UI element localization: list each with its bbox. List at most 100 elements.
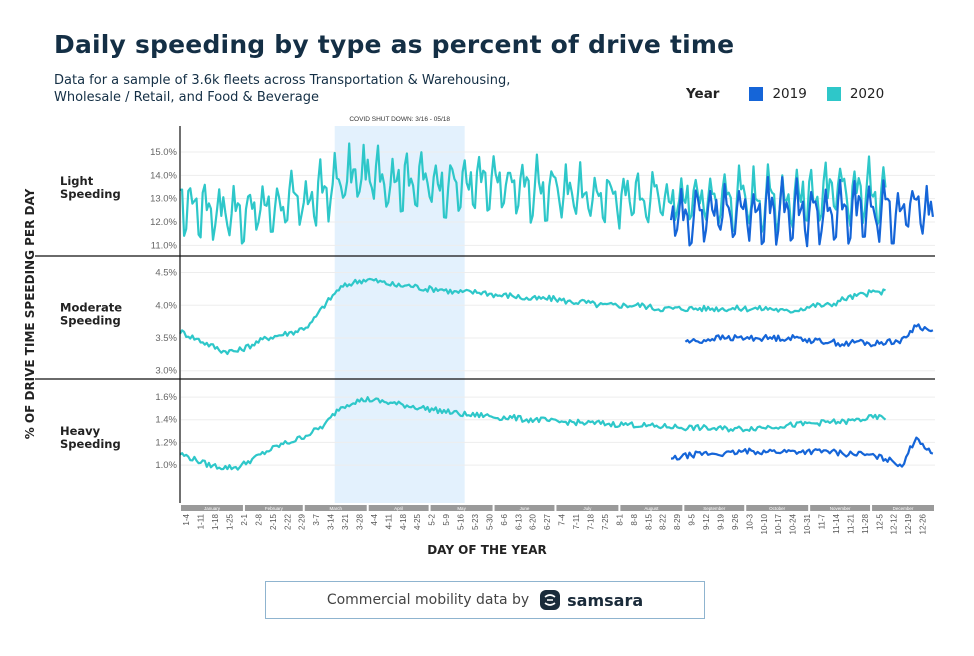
x-tick-label: 9-19	[717, 513, 726, 530]
covid-shutdown-label: COVID SHUT DOWN: 3/16 - 05/18	[349, 116, 450, 123]
x-tick-label: 7-18	[587, 513, 596, 530]
panel-label: Speeding	[60, 314, 121, 328]
series-line-2020	[179, 396, 887, 471]
samsara-brand: samsara	[567, 590, 644, 610]
y-tick-label: 15.0%	[150, 147, 177, 158]
x-tick-label: 8-8	[630, 513, 639, 525]
x-tick-label: 2-8	[254, 513, 263, 525]
x-tick-label: 8-1	[615, 513, 624, 525]
y-axis-title: % OF DRIVE TIME SPEEDING PER DAY	[23, 188, 37, 439]
series-line-2019	[684, 323, 934, 348]
series-line-2020	[179, 142, 887, 245]
x-tick-label: 7-4	[558, 513, 567, 525]
month-label: June	[520, 506, 530, 511]
x-tick-label: 1-11	[197, 513, 206, 529]
x-tick-label: 7-11	[572, 513, 581, 529]
month-label: August	[644, 506, 659, 511]
month-band	[872, 505, 934, 511]
month-label: September	[703, 506, 726, 511]
month-label: February	[265, 506, 284, 511]
x-tick-label: 1-18	[211, 513, 220, 530]
month-label: October	[769, 506, 786, 511]
month-band	[810, 505, 871, 511]
month-band	[746, 505, 809, 511]
series-line-2019	[669, 175, 934, 248]
x-tick-label: 5-30	[485, 513, 494, 530]
x-tick-label: 5-16	[457, 513, 466, 530]
legend-label-2019: 2019	[772, 86, 807, 102]
x-tick-label: 10-24	[789, 513, 798, 534]
x-tick-label: 4-11	[384, 513, 393, 529]
x-tick-label: 8-15	[644, 513, 653, 530]
panel-label: Speeding	[60, 437, 121, 451]
x-tick-label: 12-5	[875, 513, 884, 530]
y-tick-label: 1.2%	[155, 437, 177, 448]
month-band	[430, 505, 493, 511]
x-tick-label: 10-17	[774, 513, 783, 534]
month-label: December	[893, 506, 914, 511]
x-tick-label: 11-14	[832, 513, 841, 533]
x-tick-label: 11-28	[861, 513, 870, 533]
x-tick-label: 1-4	[182, 513, 191, 525]
legend-swatch-2020	[826, 87, 841, 101]
legend: Year 2019 2020	[686, 86, 904, 102]
x-tick-label: 10-10	[760, 513, 769, 534]
samsara-logo: samsara	[539, 589, 643, 611]
series-line-2019	[670, 436, 934, 468]
footer-text: Commercial mobility data by	[326, 592, 530, 608]
y-tick-label: 1.4%	[155, 415, 177, 426]
x-tick-label: 8-22	[659, 513, 668, 530]
legend-title: Year	[686, 86, 720, 102]
month-label: November	[830, 506, 851, 511]
y-tick-label: 3.5%	[155, 333, 177, 344]
subtitle: Data for a sample of 3.6k fleets across …	[54, 73, 511, 105]
month-band	[181, 505, 243, 511]
page-title: Daily speeding by type as percent of dri…	[54, 30, 735, 59]
legend-swatch-2019	[749, 87, 764, 101]
y-tick-label: 4.5%	[155, 268, 177, 279]
legend-item-2020: 2020	[826, 86, 885, 102]
x-tick-label: 3-14	[327, 513, 336, 530]
y-tick-label: 11.0%	[151, 240, 178, 251]
samsara-logo-icon	[540, 590, 561, 610]
y-tick-label: 1.0%	[155, 460, 177, 471]
x-axis-title: DAY OF THE YEAR	[427, 543, 547, 557]
x-tick-label: 1-25	[226, 513, 235, 530]
x-tick-label: 4-25	[413, 513, 422, 530]
month-band	[684, 505, 745, 511]
month-label: May	[457, 506, 466, 511]
x-tick-label: 8-29	[673, 513, 682, 530]
x-tick-label: 4-4	[370, 513, 379, 525]
x-tick-label: 11-21	[846, 513, 855, 533]
y-tick-label: 1.6%	[155, 392, 177, 403]
x-tick-label: 3-21	[341, 513, 350, 530]
month-band	[620, 505, 683, 511]
y-tick-label: 3.0%	[155, 366, 177, 377]
x-tick-label: 9-12	[702, 513, 711, 530]
x-tick-label: 3-7	[312, 513, 321, 525]
x-tick-label: 2-15	[269, 513, 278, 530]
y-tick-label: 4.0%	[155, 300, 177, 311]
month-band	[494, 505, 555, 511]
x-tick-label: 9-5	[688, 513, 697, 525]
x-tick-label: 12-26	[919, 513, 928, 534]
legend-label-2020: 2020	[849, 86, 885, 102]
x-tick-label: 12-12	[890, 513, 899, 534]
month-label: January	[204, 506, 221, 511]
panel-label: Moderate	[60, 301, 122, 315]
y-tick-label: 13.0%	[150, 194, 177, 205]
speeding-chart: COVID SHUT DOWN: 3/16 - 05/18 11.0% 12.0% 1…	[23, 116, 935, 557]
x-tick-label: 9-26	[731, 513, 740, 530]
x-tick-label: 6-20	[529, 513, 538, 530]
x-tick-label: 12-19	[904, 513, 913, 534]
month-band	[304, 505, 367, 511]
panel-label: Light	[60, 174, 94, 188]
x-tick-label: 5-23	[471, 513, 480, 530]
x-tick-label: 6-27	[543, 513, 552, 530]
panel-label: Heavy	[60, 424, 101, 438]
x-tick-label: 5-9	[442, 513, 451, 525]
panel-label: Speeding	[60, 187, 121, 201]
month-band	[368, 505, 429, 511]
x-tick-label: 3-28	[356, 513, 365, 530]
footer-credit[interactable]: Commercial mobility data by samsara	[265, 581, 705, 619]
